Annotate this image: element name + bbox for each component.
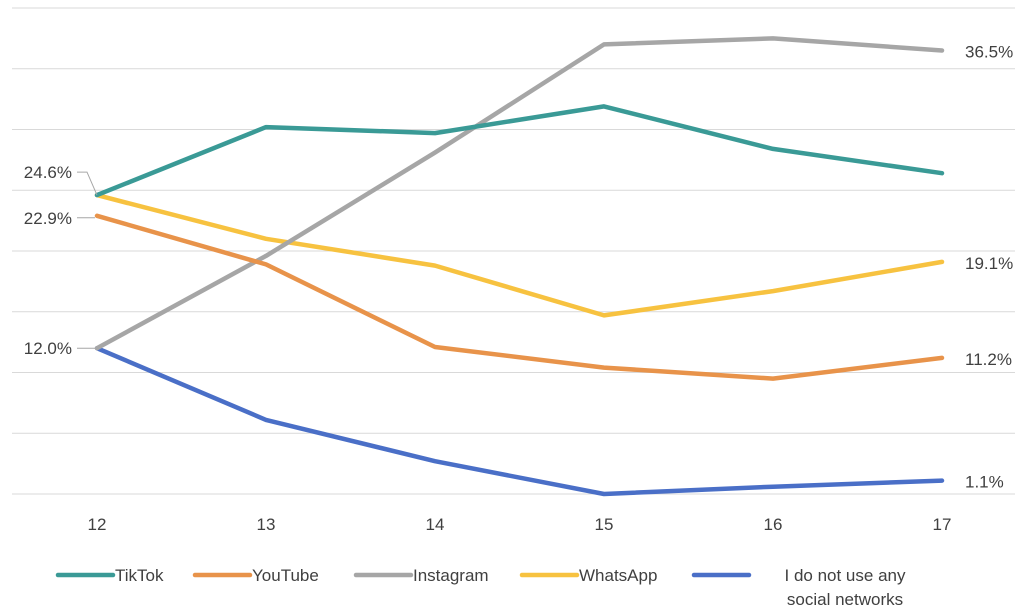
series-line-tiktok xyxy=(94,104,945,198)
gridlines xyxy=(12,7,1015,495)
leader-line xyxy=(77,171,98,196)
data-label: 1.1% xyxy=(965,473,1004,492)
data-label: 24.6% xyxy=(24,163,72,182)
series-line-youtube xyxy=(94,213,945,381)
x-tick-label: 13 xyxy=(257,515,276,534)
x-tick-label: 15 xyxy=(595,515,614,534)
legend-label: Instagram xyxy=(413,566,489,585)
data-label: 11.2% xyxy=(965,350,1012,369)
x-tick-label: 17 xyxy=(933,515,952,534)
legend-item: I do not use any social networks xyxy=(691,566,906,607)
data-label: 19.1% xyxy=(965,254,1013,273)
series-lines xyxy=(94,36,945,497)
data-label: 22.9% xyxy=(24,209,72,228)
data-label: 12.0% xyxy=(24,339,72,358)
legend-item: Instagram xyxy=(353,566,489,585)
x-tick-label: 12 xyxy=(88,515,107,534)
legend-label: I do not use any xyxy=(785,566,906,585)
x-axis-ticks: 12 13 14 15 16 17 xyxy=(88,515,952,534)
legend-item: TikTok xyxy=(55,566,164,585)
series-line-i-do-not-use-any-social-networks xyxy=(94,345,945,497)
series-line-instagram xyxy=(94,36,945,351)
x-tick-label: 14 xyxy=(426,515,445,534)
legend-item: YouTube xyxy=(192,566,319,585)
legend-label: TikTok xyxy=(115,566,164,585)
legend-item: WhatsApp xyxy=(519,566,657,585)
data-label: 36.5% xyxy=(965,43,1013,62)
data-labels: 24.6% 22.9% 12.0% 36.5% 19.1% 11.2% 1.1% xyxy=(24,43,1013,492)
legend-label: WhatsApp xyxy=(579,566,657,585)
legend-label: YouTube xyxy=(252,566,319,585)
legend-label: social networks xyxy=(787,590,903,607)
x-tick-label: 16 xyxy=(764,515,783,534)
legend: TikTok YouTube Instagram WhatsApp I do not u… xyxy=(55,566,906,607)
series-line-whatsapp xyxy=(94,192,945,318)
